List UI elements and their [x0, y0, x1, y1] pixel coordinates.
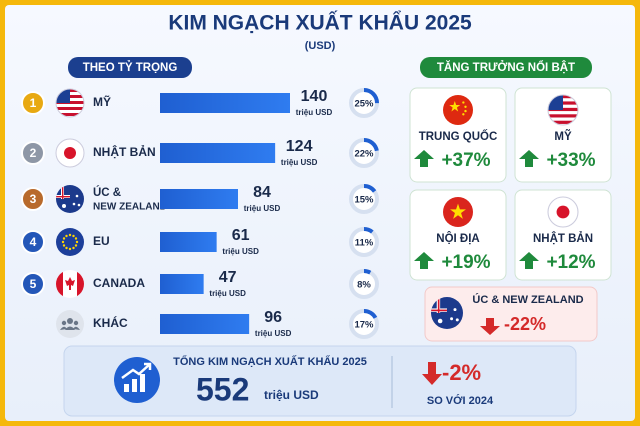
flag: [56, 310, 84, 338]
total-panel: [63, 345, 577, 417]
flag: [431, 297, 463, 329]
donut-arc: [349, 88, 379, 118]
row-name: KHÁC: [93, 315, 128, 330]
flag: [56, 185, 84, 213]
bar: [160, 143, 276, 163]
rank-badge: [21, 272, 45, 296]
row-value: 140: [301, 88, 328, 105]
row-name: NHẬT BẢN: [93, 144, 156, 159]
share-label: 22%: [354, 149, 374, 160]
share-label: 25%: [354, 99, 374, 110]
flag: [443, 197, 473, 227]
up-arrow: [414, 150, 434, 167]
rank: 5: [30, 277, 37, 291]
up-arrow: [414, 252, 434, 269]
donut-arc: [349, 138, 379, 168]
bar: [160, 274, 204, 294]
row-value: 96: [264, 309, 282, 326]
card-name: TRUNG QUỐC: [419, 129, 498, 143]
card-growth: +19%: [441, 252, 490, 273]
bar: [160, 232, 217, 252]
title: KIM NGẠCH XUẤT KHẨU 2025: [168, 12, 472, 35]
row-unit: triệu USD: [255, 329, 292, 338]
rank-badge: [21, 187, 45, 211]
share-label: 11%: [355, 238, 374, 249]
row-unit: triệu USD: [281, 158, 318, 167]
row-value: 84: [253, 184, 271, 201]
share-label: 15%: [354, 195, 374, 206]
up-arrow: [519, 150, 539, 167]
section-pill: [68, 57, 192, 78]
subtitle: (USD): [305, 40, 336, 52]
rank: 2: [30, 146, 37, 160]
flag: [548, 95, 578, 125]
row-value: 47: [219, 269, 237, 286]
row-unit: triệu USD: [296, 108, 333, 117]
growth-card: [514, 87, 612, 183]
card-name: MỸ: [554, 130, 572, 143]
donut-arc: [349, 227, 379, 257]
flag: [547, 196, 579, 228]
row-name: EU: [93, 234, 110, 248]
total-value: 552: [196, 371, 249, 407]
row-name: MỸ: [93, 94, 111, 109]
growth-card: [409, 189, 507, 281]
row-value: 124: [286, 138, 313, 155]
total-label: TỔNG KIM NGẠCH XUẤT KHẨU 2025: [173, 355, 367, 368]
section-pill: [420, 57, 592, 78]
rank: 3: [30, 192, 37, 206]
flag: [443, 95, 473, 125]
card-name: NỘI ĐỊA: [436, 232, 479, 245]
total-change: -2%: [442, 360, 481, 385]
share-label: 8%: [357, 280, 371, 291]
row-unit: triệu USD: [244, 204, 281, 213]
up-arrow: [519, 252, 539, 269]
flag: [56, 89, 84, 117]
rank-badge: [21, 91, 45, 115]
card-growth: +12%: [546, 252, 595, 273]
bar: [160, 93, 290, 113]
row-unit: triệu USD: [209, 289, 246, 298]
down-arrow: [480, 318, 500, 335]
growth-card: [409, 87, 507, 183]
card-name: NHẬT BẢN: [533, 232, 593, 245]
flag: [55, 138, 85, 168]
row-name: NEW ZEALAND: [93, 202, 167, 213]
donut-arc: [349, 184, 379, 214]
rank-badge: [21, 141, 45, 165]
down-arrow: [422, 362, 442, 385]
row-name: CANADA: [93, 276, 145, 290]
total-comparison: SO VỚI 2024: [427, 394, 494, 407]
rank: 4: [30, 235, 37, 249]
total-unit: triệu USD: [264, 388, 319, 402]
chart-icon-bars: [124, 374, 145, 392]
card-growth: +37%: [441, 150, 490, 171]
rank-badge: [21, 230, 45, 254]
row-name: ÚC &: [93, 186, 121, 199]
flag: [56, 270, 84, 298]
flag: [56, 228, 84, 256]
donut-arc: [349, 269, 379, 299]
bar: [160, 189, 238, 209]
card-growth: -22%: [504, 314, 546, 334]
rank: 1: [30, 96, 37, 110]
bar: [160, 314, 250, 334]
growth-card: [424, 286, 598, 342]
section-label: TĂNG TRƯỞNG NỔI BẬT: [437, 61, 575, 74]
section-label: THEO TỶ TRỌNG: [83, 61, 178, 74]
chart-icon-arrow: [121, 362, 152, 380]
row-value: 61: [232, 227, 250, 244]
growth-card: [514, 189, 612, 281]
card-name: ÚC & NEW ZEALAND: [472, 293, 583, 306]
row-unit: triệu USD: [222, 247, 259, 256]
card-growth: +33%: [546, 150, 595, 171]
donut-arc: [349, 309, 379, 339]
share-label: 17%: [354, 320, 374, 331]
